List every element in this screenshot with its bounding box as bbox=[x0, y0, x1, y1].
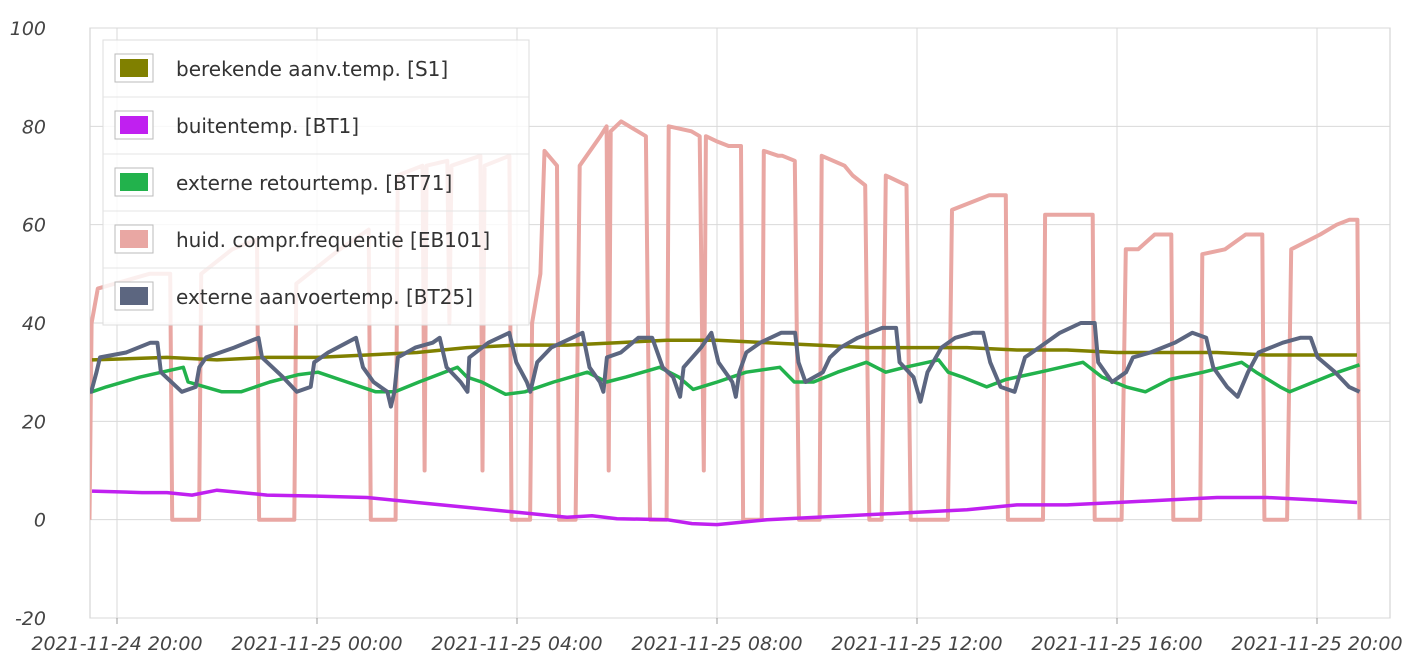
y-tick-label: 40 bbox=[22, 313, 46, 335]
series-line-0 bbox=[91, 338, 1357, 362]
x-tick-label: 2021-11-25 00:00 bbox=[231, 633, 402, 655]
x-tick-label: 2021-11-25 08:00 bbox=[631, 633, 802, 655]
y-tick-label: 100 bbox=[10, 18, 46, 40]
legend-swatch[interactable] bbox=[120, 287, 148, 305]
series-line-4 bbox=[90, 321, 1361, 409]
x-tick-label: 2021-11-25 04:00 bbox=[431, 633, 602, 655]
y-axis-ticks: -20 0 20 40 60 80 100 bbox=[10, 18, 46, 630]
legend-swatch[interactable] bbox=[120, 59, 148, 77]
x-tick-label: 2021-11-25 20:00 bbox=[1231, 633, 1402, 655]
legend-box bbox=[102, 39, 530, 326]
x-tick-label: 2021-11-25 16:00 bbox=[1031, 633, 1202, 655]
legend-swatch[interactable] bbox=[120, 116, 148, 134]
legend-swatch[interactable] bbox=[120, 230, 148, 248]
x-tick-label: 2021-11-25 12:00 bbox=[831, 633, 1002, 655]
x-tick-label: 2021-11-24 20:00 bbox=[31, 633, 202, 655]
legend-label[interactable]: externe aanvoertemp. [BT25] bbox=[176, 285, 473, 309]
x-axis-ticks: 2021-11-24 20:00 2021-11-25 00:00 2021-11-… bbox=[31, 633, 1402, 655]
legend[interactable]: berekende aanv.temp. [S1] buitentemp. [BT… bbox=[102, 39, 530, 326]
legend-label[interactable]: berekende aanv.temp. [S1] bbox=[176, 57, 448, 81]
series-line-1 bbox=[91, 488, 1358, 527]
y-tick-label: 20 bbox=[22, 411, 46, 433]
y-tick-label: 80 bbox=[22, 116, 46, 138]
legend-label[interactable]: buitentemp. [BT1] bbox=[176, 114, 359, 138]
legend-label[interactable]: externe retourtemp. [BT71] bbox=[176, 171, 452, 195]
series-line-2 bbox=[90, 358, 1361, 397]
y-tick-label: 60 bbox=[22, 215, 46, 237]
legend-label[interactable]: huid. compr.frequentie [EB101] bbox=[176, 228, 490, 252]
legend-swatch[interactable] bbox=[120, 173, 148, 191]
y-tick-label: -20 bbox=[15, 608, 46, 630]
y-tick-label: 0 bbox=[34, 510, 46, 532]
